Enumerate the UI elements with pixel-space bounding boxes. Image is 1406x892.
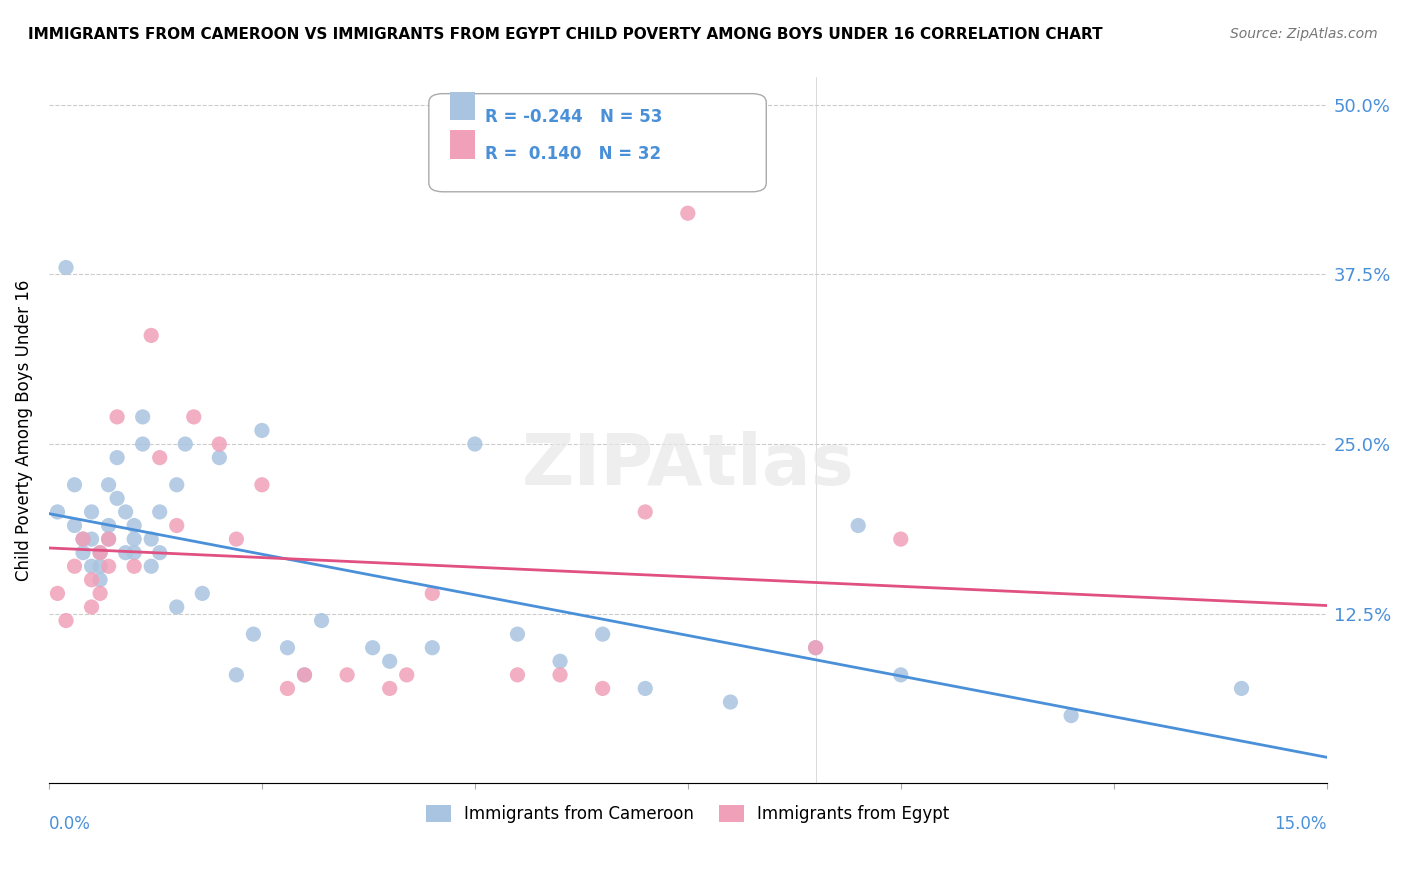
Point: [676, 206, 699, 220]
Point: [89, 546, 111, 560]
Point: [131, 437, 153, 451]
Point: [276, 640, 298, 655]
Point: [131, 409, 153, 424]
Point: [63, 477, 86, 491]
Text: 15.0%: 15.0%: [1274, 815, 1327, 833]
Point: [506, 627, 529, 641]
Point: [804, 640, 827, 655]
Point: [1230, 681, 1253, 696]
Point: [89, 546, 111, 560]
Point: [105, 409, 128, 424]
Text: R = -0.244   N = 53: R = -0.244 N = 53: [485, 108, 662, 126]
Point: [122, 532, 145, 546]
Point: [250, 477, 273, 491]
Point: [72, 532, 94, 546]
Point: [122, 559, 145, 574]
Point: [55, 614, 77, 628]
Text: 0.0%: 0.0%: [49, 815, 91, 833]
Point: [80, 532, 103, 546]
Text: ZIPAtlas: ZIPAtlas: [522, 431, 853, 500]
Point: [55, 260, 77, 275]
Point: [141, 328, 163, 343]
Point: [89, 573, 111, 587]
Point: [294, 668, 316, 682]
Point: [46, 505, 69, 519]
Point: [105, 491, 128, 506]
Point: [890, 668, 912, 682]
Point: [97, 532, 120, 546]
Point: [634, 681, 657, 696]
Point: [336, 668, 359, 682]
Point: [378, 654, 401, 668]
Point: [141, 559, 163, 574]
Point: [395, 668, 418, 682]
Point: [97, 477, 120, 491]
Text: IMMIGRANTS FROM CAMEROON VS IMMIGRANTS FROM EGYPT CHILD POVERTY AMONG BOYS UNDER: IMMIGRANTS FROM CAMEROON VS IMMIGRANTS F…: [28, 27, 1102, 42]
Point: [149, 505, 172, 519]
Point: [80, 599, 103, 614]
Point: [141, 532, 163, 546]
Point: [114, 505, 136, 519]
Point: [464, 437, 486, 451]
Point: [225, 532, 247, 546]
Point: [548, 654, 571, 668]
Point: [311, 614, 333, 628]
Point: [250, 424, 273, 438]
Legend: Immigrants from Cameroon, Immigrants from Egypt: Immigrants from Cameroon, Immigrants fro…: [418, 797, 957, 831]
Point: [361, 640, 384, 655]
Point: [378, 681, 401, 696]
Point: [592, 681, 614, 696]
Point: [506, 668, 529, 682]
Point: [174, 437, 197, 451]
Point: [804, 640, 827, 655]
Point: [548, 668, 571, 682]
Point: [183, 409, 205, 424]
Point: [89, 586, 111, 600]
Point: [420, 586, 443, 600]
Point: [208, 437, 231, 451]
Point: [72, 532, 94, 546]
Point: [166, 518, 188, 533]
Point: [718, 695, 741, 709]
Point: [225, 668, 247, 682]
Point: [80, 559, 103, 574]
Point: [191, 586, 214, 600]
Point: [72, 546, 94, 560]
Point: [97, 532, 120, 546]
Point: [420, 640, 443, 655]
Point: [63, 559, 86, 574]
Point: [846, 518, 869, 533]
Point: [105, 450, 128, 465]
Point: [149, 546, 172, 560]
Point: [114, 546, 136, 560]
Point: [166, 477, 188, 491]
Point: [122, 546, 145, 560]
Point: [1060, 708, 1083, 723]
Point: [208, 450, 231, 465]
Point: [63, 518, 86, 533]
Point: [242, 627, 264, 641]
Text: Source: ZipAtlas.com: Source: ZipAtlas.com: [1230, 27, 1378, 41]
Text: R =  0.140   N = 32: R = 0.140 N = 32: [485, 145, 661, 163]
Point: [634, 505, 657, 519]
Point: [890, 532, 912, 546]
Point: [276, 681, 298, 696]
Point: [46, 586, 69, 600]
Point: [97, 559, 120, 574]
Point: [592, 627, 614, 641]
Point: [166, 599, 188, 614]
Point: [294, 668, 316, 682]
Point: [97, 518, 120, 533]
Point: [80, 505, 103, 519]
Point: [122, 518, 145, 533]
Point: [80, 573, 103, 587]
Y-axis label: Child Poverty Among Boys Under 16: Child Poverty Among Boys Under 16: [15, 280, 32, 582]
Point: [149, 450, 172, 465]
Point: [89, 559, 111, 574]
